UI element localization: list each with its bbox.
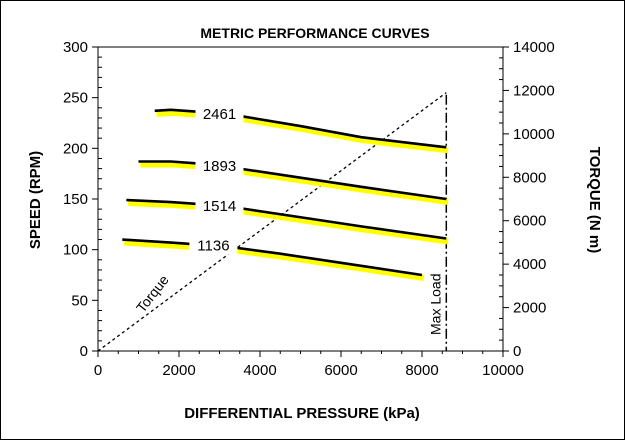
y-axis-label: SPEED (RPM) — [27, 151, 44, 249]
y-tick-label: 100 — [63, 242, 88, 259]
series-label-1893: 1893 — [203, 158, 236, 175]
y2-tick-label: 12000 — [513, 82, 555, 99]
speed-highlight-1514 — [128, 200, 449, 245]
series-label-bg — [195, 155, 244, 176]
series-label-bg — [189, 234, 238, 255]
y2-tick-label: 10000 — [513, 126, 555, 143]
series-label-2461: 2461 — [203, 106, 236, 123]
speed-highlight-1893 — [140, 161, 449, 205]
x-axis-label: DIFFERENTIAL PRESSURE (kPa) — [184, 405, 420, 422]
y-tick-label: 150 — [63, 191, 88, 208]
y-tick-label: 0 — [80, 343, 88, 360]
y-tick-label: 300 — [63, 39, 88, 56]
x-tick-label: 6000 — [324, 362, 357, 379]
y-tick-label: 250 — [63, 90, 88, 107]
series-label-bg — [195, 195, 244, 216]
series-label-1514: 1514 — [203, 198, 236, 215]
x-tick-label: 8000 — [405, 362, 438, 379]
y2-axis-label: TORQUE (N m) — [586, 147, 603, 253]
y2-tick-label: 2000 — [513, 300, 546, 317]
torque-label: Torque — [133, 272, 172, 316]
y-tick-label: 50 — [71, 292, 88, 309]
series-label-1136: 1136 — [197, 238, 229, 255]
y-tick-label: 200 — [63, 140, 88, 157]
y2-tick-label: 8000 — [513, 169, 546, 186]
series-label-bg — [195, 102, 244, 123]
y2-tick-label: 4000 — [513, 256, 546, 273]
x-tick-label: 10000 — [482, 362, 524, 379]
x-tick-label: 4000 — [243, 362, 276, 379]
chart-title: METRIC PERFORMANCE CURVES — [200, 25, 429, 41]
y2-tick-label: 14000 — [513, 39, 555, 56]
torque-line — [98, 92, 447, 352]
y2-tick-label: 0 — [513, 343, 521, 360]
max-load-label: Max Load — [427, 274, 443, 335]
x-tick-label: 0 — [94, 362, 102, 379]
speed-highlight-1136 — [124, 239, 425, 281]
y2-tick-label: 6000 — [513, 213, 546, 230]
x-tick-label: 2000 — [162, 362, 195, 379]
